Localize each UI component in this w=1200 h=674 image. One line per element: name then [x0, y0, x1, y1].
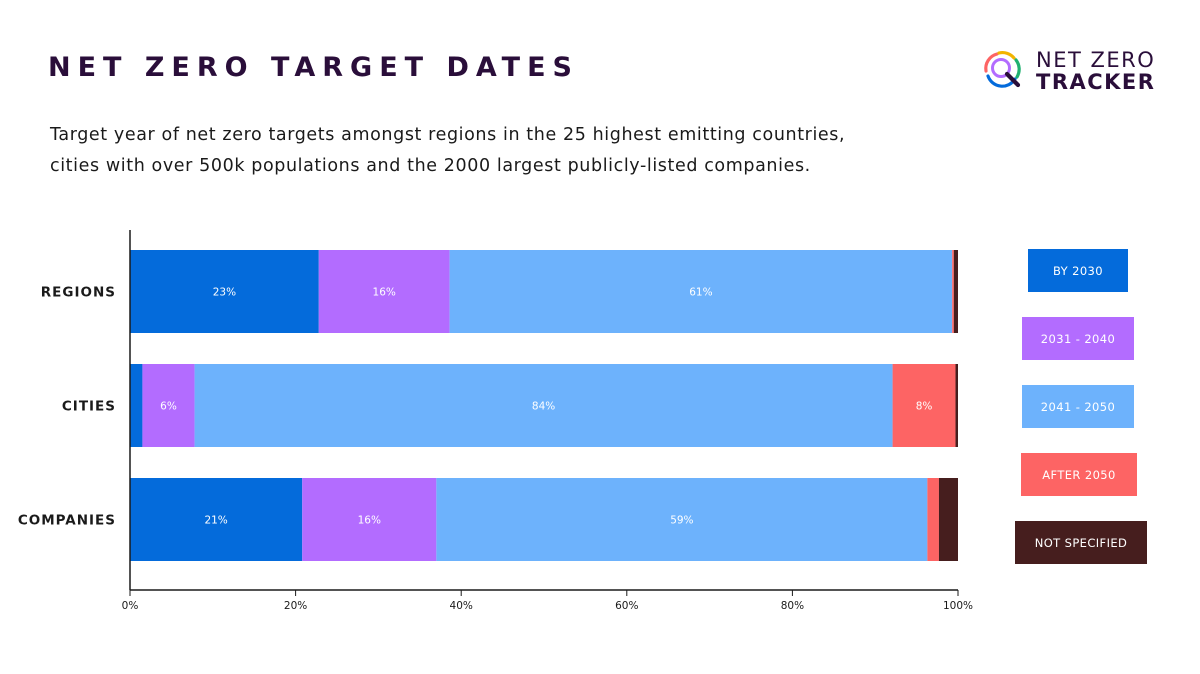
page-title: NET ZERO TARGET DATES: [48, 52, 579, 83]
bar-regions-by-2030: [130, 250, 319, 333]
bar-regions-2031-2040: [318, 250, 450, 333]
x-tick-label-3: 60%: [615, 600, 638, 612]
category-label-companies: COMPANIES: [18, 513, 116, 529]
data-label-companies-2031-2040: 16%: [358, 515, 381, 527]
legend-item-after-2050: AFTER 2050: [1021, 453, 1137, 496]
subtitle-line-2: cities with over 500k populations and th…: [50, 156, 811, 176]
legend-item-not-specified: NOT SPECIFIED: [1015, 521, 1147, 564]
bar-regions-2041-2050: [449, 250, 953, 333]
data-label-regions-2031-2040: 16%: [373, 287, 396, 299]
bar-companies-after-2050: [927, 478, 939, 561]
category-label-cities: CITIES: [62, 399, 116, 415]
data-label-regions-by-2030: 23%: [213, 287, 236, 299]
data-label-cities-after-2050: 8%: [916, 401, 933, 413]
logo-text-line-2: TRACKER: [1036, 70, 1156, 94]
x-tick-label-2: 40%: [450, 600, 473, 612]
data-label-cities-2041-2050: 84%: [532, 401, 555, 413]
page-subtitle: Target year of net zero targets amongst …: [50, 120, 950, 182]
data-label-companies-by-2030: 21%: [204, 515, 227, 527]
x-tick-label-0: 0%: [122, 600, 139, 612]
data-label-regions-2041-2050: 61%: [689, 287, 712, 299]
bar-cities-by-2030: [130, 364, 143, 447]
bar-companies-not-specified: [938, 478, 958, 561]
x-tick-label-1: 20%: [284, 600, 307, 612]
category-label-regions: REGIONS: [41, 285, 116, 301]
bar-cities-after-2050: [892, 364, 956, 447]
data-label-cities-2031-2040: 6%: [160, 401, 177, 413]
bar-cities-not-specified: [955, 364, 958, 447]
magnifier-logo-icon: [984, 51, 1021, 88]
x-tick-label-4: 80%: [781, 600, 804, 612]
bar-companies-by-2030: [130, 478, 303, 561]
bar-regions-after-2050: [952, 250, 954, 333]
bar-companies-2031-2040: [302, 478, 437, 561]
bar-companies-2041-2050: [436, 478, 928, 561]
legend-item-2041-2050: 2041 - 2050: [1022, 385, 1134, 428]
logo-text-line-1: NET ZERO: [1036, 48, 1156, 72]
bar-cities-2031-2040: [142, 364, 195, 447]
subtitle-line-1: Target year of net zero targets amongst …: [50, 125, 846, 145]
legend-item-2031-2040: 2031 - 2040: [1022, 317, 1134, 360]
legend-item-by-2030: BY 2030: [1028, 249, 1128, 292]
bar-regions-not-specified: [953, 250, 958, 333]
net-zero-tracker-logo: NET ZERO TRACKER: [978, 44, 1168, 96]
x-tick-label-5: 100%: [943, 600, 973, 612]
data-label-companies-2041-2050: 59%: [670, 515, 693, 527]
bar-cities-2041-2050: [194, 364, 893, 447]
